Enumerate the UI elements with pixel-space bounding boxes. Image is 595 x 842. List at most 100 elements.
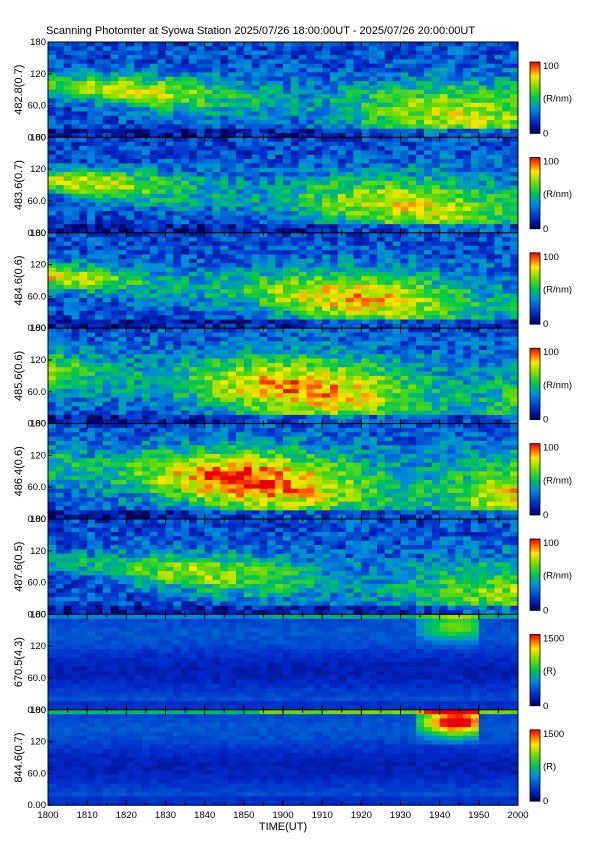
channel-label: 483.6(0.7) <box>13 160 25 210</box>
channel-label: 844.6(0.7) <box>13 732 25 782</box>
panel-6: 0.00 60.0 120 180 487.6(0.5) 100 0 (R/nm) <box>13 514 572 620</box>
colorbar-unit-label: (R) <box>543 762 556 773</box>
colorbar-max-label: 1500 <box>543 633 564 644</box>
colorbar-min-label: 0 <box>543 701 548 712</box>
channel-label: 482.8(0.7) <box>13 65 25 115</box>
y-tick-label: 0.00 <box>28 705 47 716</box>
y-tick-label: 180 <box>30 419 46 430</box>
y-tick-label: 60.0 <box>28 196 47 207</box>
colorbar-min-label: 0 <box>543 796 548 807</box>
y-tick-label: 180 <box>30 132 46 143</box>
panel-8: 0.00 60.0 120 180 844.6(0.7) 1500 0 (R) <box>13 705 564 811</box>
colorbar-max-label: 100 <box>543 443 559 454</box>
heatmap <box>48 328 519 424</box>
channel-label: 485.6(0.6) <box>13 351 25 401</box>
y-tick-label: 0.00 <box>28 323 47 334</box>
x-tick-label: 1920 <box>351 810 372 821</box>
y-tick-label: 60.0 <box>28 291 47 302</box>
panel-7: 0.00 60.0 120 180 670.5(4.3) 1500 0 (R) <box>13 609 564 715</box>
panel-5: 0.00 60.0 120 180 486.4(0.6) 100 0 (R/nm) <box>13 419 572 525</box>
heatmap <box>48 423 519 520</box>
x-tick-label: 1810 <box>77 810 98 821</box>
heatmap <box>48 709 519 806</box>
colorbar-unit-label: (R/nm) <box>543 475 572 486</box>
y-tick-label: 0.00 <box>28 609 47 620</box>
colorbar <box>529 729 541 802</box>
colorbar-max-label: 100 <box>543 61 559 72</box>
colorbar-max-label: 1500 <box>543 729 564 740</box>
colorbar-min-label: 0 <box>543 224 548 235</box>
y-tick-label: 120 <box>30 164 46 175</box>
colorbar-max-label: 100 <box>543 538 559 549</box>
panel-3: 0.00 60.0 120 180 484.6(0.6) 100 0 (R/nm) <box>13 228 572 334</box>
colorbar-unit-label: (R/nm) <box>543 571 572 582</box>
panel-2: 0.00 60.0 120 180 483.6(0.7) 100 0 (R/nm) <box>13 132 572 238</box>
panel-4: 0.00 60.0 120 180 485.6(0.6) 100 0 (R/nm) <box>13 323 572 429</box>
colorbar-max-label: 100 <box>543 252 559 263</box>
colorbar <box>529 634 541 707</box>
y-tick-label: 60.0 <box>28 482 47 493</box>
colorbar-unit-label: (R/nm) <box>543 94 572 105</box>
colorbar-unit-label: (R/nm) <box>543 189 572 200</box>
channel-label: 484.6(0.6) <box>13 255 25 305</box>
x-tick-label: 1850 <box>233 810 254 821</box>
x-tick-label: 1930 <box>390 810 411 821</box>
y-tick-label: 60.0 <box>28 101 47 112</box>
x-tick-label: 1820 <box>116 810 137 821</box>
chart-title: Scanning Photomter at Syowa Station 2025… <box>46 25 476 37</box>
y-tick-label: 60.0 <box>28 387 47 398</box>
colorbar-unit-label: (R) <box>543 666 556 677</box>
x-tick-label: 2000 <box>507 810 528 821</box>
y-tick-label: 60.0 <box>28 673 47 684</box>
heatmap <box>48 519 519 615</box>
colorbar-min-label: 0 <box>543 605 548 616</box>
x-tick-label: 1840 <box>194 810 215 821</box>
y-tick-label: 120 <box>30 641 46 652</box>
x-tick-label: 1830 <box>155 810 176 821</box>
y-tick-label: 0.00 <box>28 419 47 430</box>
colorbar <box>529 61 541 134</box>
y-tick-label: 120 <box>30 737 46 748</box>
x-tick-label: 1950 <box>468 810 489 821</box>
heatmap <box>48 42 519 138</box>
y-tick-label: 120 <box>30 546 46 557</box>
y-tick-label: 180 <box>30 228 46 239</box>
y-tick-label: 0.00 <box>28 228 47 239</box>
y-tick-label: 0.00 <box>28 514 47 525</box>
colorbar-max-label: 100 <box>543 156 559 167</box>
colorbar-min-label: 0 <box>543 510 548 521</box>
colorbar <box>529 347 541 421</box>
colorbar-min-label: 0 <box>543 319 548 330</box>
y-tick-label: 120 <box>30 260 46 271</box>
x-axis-label: TIME(UT) <box>259 821 307 833</box>
colorbar-unit-label: (R/nm) <box>543 380 572 391</box>
colorbar <box>529 443 541 516</box>
colorbar-min-label: 0 <box>543 128 548 139</box>
x-tick-label: 1800 <box>37 810 58 821</box>
y-tick-label: 120 <box>30 355 46 366</box>
y-tick-label: 180 <box>30 609 46 620</box>
x-tick-label: 1900 <box>272 810 293 821</box>
heatmap <box>48 614 519 711</box>
y-tick-label: 60.0 <box>28 768 47 779</box>
y-tick-label: 60.0 <box>28 578 47 589</box>
y-tick-label: 0.00 <box>28 800 47 811</box>
colorbar-min-label: 0 <box>543 415 548 426</box>
y-tick-label: 180 <box>30 514 46 525</box>
channel-label: 670.5(4.3) <box>13 637 25 687</box>
x-tick-label: 1940 <box>429 810 450 821</box>
y-tick-label: 180 <box>30 323 46 334</box>
colorbar <box>529 538 541 611</box>
y-tick-label: 120 <box>30 450 46 461</box>
heatmap <box>48 137 519 234</box>
colorbar <box>529 252 541 325</box>
panel-1: 0.00 60.0 120 180 482.8(0.7) 100 0 (R/nm) <box>13 37 572 143</box>
colorbar-max-label: 100 <box>543 347 559 358</box>
x-tick-label: 1910 <box>312 810 333 821</box>
y-tick-label: 0.00 <box>28 132 47 143</box>
y-tick-label: 180 <box>30 37 46 48</box>
channel-label: 486.4(0.6) <box>13 446 25 496</box>
heatmap <box>48 232 519 329</box>
channel-label: 487.6(0.5) <box>13 542 25 592</box>
colorbar <box>529 156 541 230</box>
